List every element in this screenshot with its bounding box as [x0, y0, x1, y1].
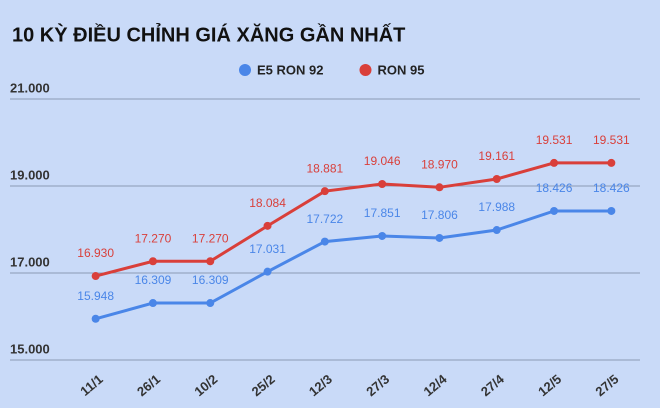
data-point [435, 233, 444, 242]
data-label: 18.084 [249, 196, 286, 210]
data-point [492, 226, 501, 235]
data-point [206, 299, 215, 308]
data-label: 18.426 [536, 181, 573, 195]
data-point [320, 237, 329, 246]
data-point [91, 272, 100, 281]
data-point [263, 267, 272, 276]
data-point [550, 206, 559, 215]
data-point [148, 257, 157, 266]
y-tick-label: 19.000 [10, 167, 50, 182]
data-point [206, 257, 215, 266]
data-label: 16.930 [77, 246, 114, 260]
chart-title: 10 KỲ ĐIỀU CHỈNH GIÁ XĂNG GẦN NHẤT [12, 22, 405, 46]
data-label: 18.881 [306, 161, 343, 175]
y-tick-label: 17.000 [10, 254, 50, 269]
data-label: 17.851 [364, 206, 401, 220]
data-point [550, 158, 559, 167]
legend-label: RON 95 [377, 62, 424, 77]
data-label: 19.161 [478, 149, 515, 163]
data-point [320, 187, 329, 196]
data-point [263, 221, 272, 230]
data-label: 17.031 [249, 242, 286, 256]
data-point [378, 179, 387, 188]
data-label: 19.531 [593, 133, 630, 147]
data-point [607, 158, 616, 167]
y-tick-label: 15.000 [10, 341, 50, 356]
data-label: 15.948 [77, 289, 114, 303]
data-point [435, 183, 444, 192]
data-point [148, 299, 157, 308]
series-line [95, 209, 612, 321]
data-label: 18.426 [593, 181, 630, 195]
data-point [607, 206, 616, 215]
data-point [378, 231, 387, 240]
data-point [91, 314, 100, 323]
series-line [95, 161, 612, 278]
data-label: 17.722 [306, 212, 343, 226]
data-point [492, 174, 501, 183]
data-label: 17.270 [135, 231, 172, 245]
data-label: 16.309 [192, 273, 229, 287]
legend-marker [359, 64, 372, 76]
y-tick-label: 21.000 [10, 80, 50, 95]
data-label: 17.270 [192, 231, 229, 245]
data-label: 17.806 [421, 208, 458, 222]
legend-label: E5 RON 92 [257, 62, 323, 77]
data-label: 17.988 [478, 200, 515, 214]
data-label: 19.046 [364, 154, 401, 168]
data-label: 18.970 [421, 157, 458, 171]
data-label: 16.309 [135, 273, 172, 287]
legend-marker [239, 64, 251, 76]
data-label: 19.531 [536, 133, 573, 147]
